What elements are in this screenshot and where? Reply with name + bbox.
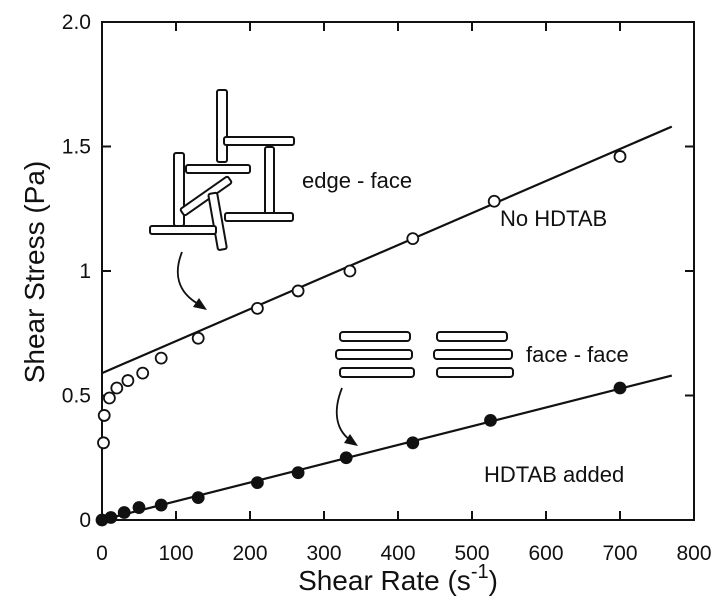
data-point <box>154 498 168 512</box>
series-hdtab-added-points <box>95 381 627 527</box>
data-point <box>250 301 264 315</box>
face-face-arrowhead <box>344 434 358 446</box>
series-no-hdtab-points <box>97 150 627 450</box>
annotation-face-face: face - face <box>526 342 629 367</box>
edge-face-arrow <box>176 251 201 306</box>
annotation-no-hdtab: No HDTAB <box>500 206 607 231</box>
data-point <box>613 150 627 163</box>
annotation-edge-face: edge - face <box>302 168 412 193</box>
annotation-hdtab-added: HDTAB added <box>484 462 624 487</box>
data-point <box>291 284 305 298</box>
data-point <box>613 381 627 395</box>
data-point <box>97 436 110 450</box>
x-tick-label: 400 <box>380 542 415 565</box>
data-point <box>104 511 118 524</box>
x-tick-label: 700 <box>602 542 637 565</box>
face-face-arrow <box>335 387 351 441</box>
data-point <box>103 391 116 405</box>
data-point <box>484 413 497 427</box>
x-axis-title: Shear Rate (s-1) <box>298 561 498 596</box>
x-tick-label: 800 <box>676 542 711 565</box>
x-tick-label: 600 <box>528 542 563 565</box>
data-point <box>291 466 305 480</box>
data-point <box>121 374 135 387</box>
x-tick-label: 200 <box>232 542 267 565</box>
edge-face-illustration <box>149 89 295 251</box>
data-point <box>406 436 420 450</box>
edge-face-arrowhead <box>193 298 207 310</box>
data-point <box>339 451 353 465</box>
data-point <box>406 232 420 246</box>
data-point <box>132 501 146 514</box>
axis-ticks <box>101 21 695 521</box>
y-axis-title: Shear Stress (Pa) <box>19 161 50 384</box>
tick-labels: 0 100 200 300 400 500 600 700 800 0 0.5 1 1.5 2.0 <box>62 11 712 565</box>
x-tick-label: 100 <box>158 542 193 565</box>
data-point <box>343 264 357 278</box>
data-point <box>191 331 205 345</box>
face-face-illustration <box>335 331 514 378</box>
x-tick-label: 300 <box>306 542 341 565</box>
data-point <box>97 409 111 422</box>
data-point <box>136 366 150 380</box>
x-tick-label: 0 <box>96 542 108 565</box>
fit-line-hdtab-added <box>101 374 673 522</box>
data-point <box>110 381 124 395</box>
x-tick-label: 500 <box>454 542 489 565</box>
data-point <box>250 476 264 490</box>
data-point <box>191 491 205 504</box>
data-point <box>154 351 168 365</box>
y-tick-label: 0.5 <box>62 385 91 408</box>
y-tick-label: 0 <box>79 509 91 532</box>
data-point <box>117 506 131 519</box>
y-tick-label: 1 <box>79 260 91 283</box>
y-tick-label: 2.0 <box>62 11 91 34</box>
data-point <box>487 194 501 208</box>
y-tick-label: 1.5 <box>62 136 91 159</box>
